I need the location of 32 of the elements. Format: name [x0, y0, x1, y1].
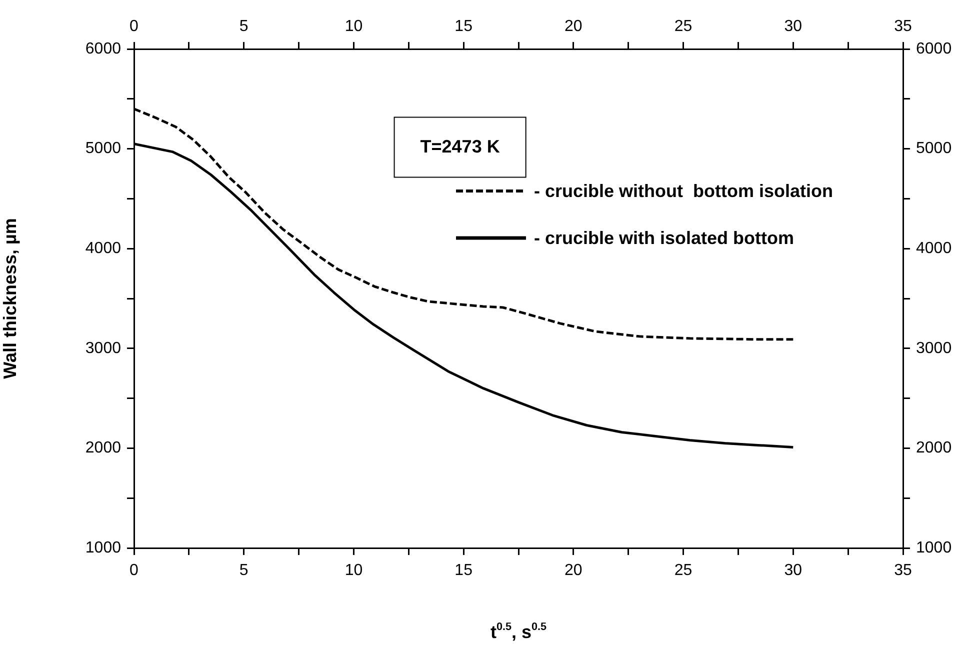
y2-tick-label: 3000	[916, 340, 952, 357]
x-tick-label: 20	[564, 562, 582, 580]
legend-label: - crucible with isolated bottom	[534, 228, 794, 248]
x2-tick-label: 20	[564, 18, 582, 35]
x-tick-label: 15	[454, 562, 473, 580]
y-tick-label: 3000	[85, 340, 122, 357]
annotation: T=2473 K	[420, 136, 500, 156]
x-tick-label: 10	[344, 562, 363, 580]
y-tick-label: 5000	[85, 140, 122, 158]
x2-tick-label: 25	[674, 18, 692, 35]
y-tick-label: 6000	[85, 40, 122, 58]
legend-label: - crucible without bottom isolation	[534, 180, 834, 201]
y2-tick-label: 6000	[916, 40, 952, 58]
y2-tick-label: 5000	[916, 140, 952, 158]
x-tick-label: 30	[784, 562, 802, 580]
y-tick-label: 2000	[85, 440, 122, 457]
x2-tick-label: 15	[454, 18, 473, 35]
y-tick-label: 4000	[85, 240, 122, 258]
y2-tick-label: 4000	[916, 240, 952, 258]
x-tick-label: 5	[239, 562, 248, 580]
y2-tick-label: 2000	[916, 440, 952, 457]
y2-tick-label: 1000	[916, 539, 952, 556]
x2-tick-label: 10	[344, 18, 363, 35]
x-tick-label: 0	[130, 562, 139, 580]
x-tick-label: 25	[674, 562, 692, 580]
x-tick-label: 35	[894, 562, 912, 580]
x2-tick-label: 35	[894, 18, 912, 35]
x2-tick-label: 0	[130, 18, 139, 35]
y-tick-label: 1000	[85, 539, 122, 556]
x2-tick-label: 5	[239, 18, 248, 35]
x2-tick-label: 30	[784, 18, 802, 35]
y-axis-title: Wall thickness, µm	[0, 218, 20, 379]
